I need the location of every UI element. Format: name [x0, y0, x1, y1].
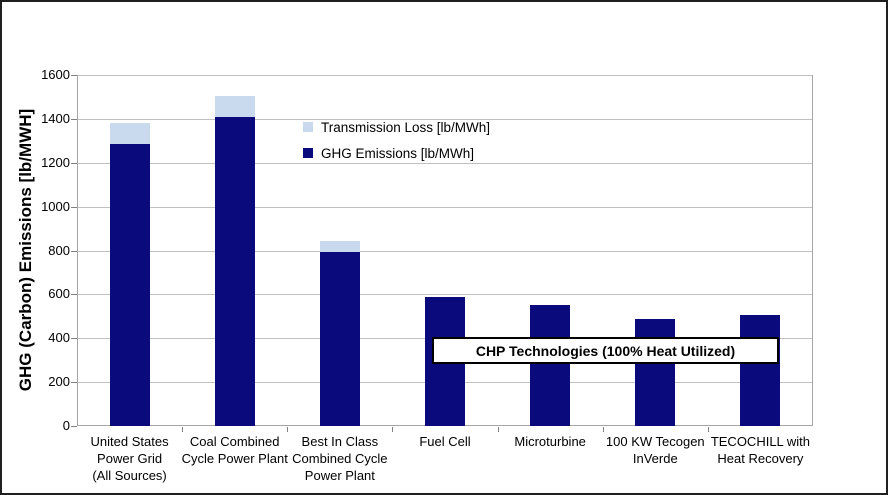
gridline	[78, 294, 812, 296]
gridline	[78, 75, 812, 76]
bar-segment-ghg	[740, 315, 781, 426]
y-tick-label: 1000	[41, 198, 70, 214]
y-axis-tick	[71, 75, 77, 76]
bar-segment-ghg	[530, 305, 571, 426]
y-tick-label: 800	[48, 242, 70, 258]
legend-swatch	[303, 148, 313, 158]
y-axis-tick	[71, 250, 77, 252]
y-tick-label: 600	[48, 286, 70, 302]
x-category-label: TECOCHILL with Heat Recovery	[710, 434, 811, 466]
legend-label: Transmission Loss [lb/MWh]	[321, 119, 491, 135]
y-tick-label: 1400	[41, 110, 70, 126]
x-category-label: Fuel Cell	[419, 434, 471, 449]
bar-segment-transmission	[319, 240, 360, 252]
bar-segment-ghg	[319, 251, 360, 426]
y-axis-tick	[71, 162, 77, 164]
gridline	[78, 118, 812, 120]
y-tick-label: 0	[62, 418, 70, 433]
x-axis-tick	[497, 427, 499, 432]
x-category-label: Microturbine	[514, 434, 586, 449]
y-tick-label: 1600	[41, 67, 70, 82]
y-tick-label: 200	[48, 374, 70, 390]
x-axis-tick	[287, 427, 289, 432]
legend-item: Transmission Loss [lb/MWh]	[303, 114, 490, 140]
legend-label: GHG Emissions [lb/MWh]	[321, 145, 475, 161]
y-tick-label: 1200	[41, 154, 70, 170]
legend-swatch	[303, 122, 313, 132]
y-axis-tick	[71, 338, 77, 340]
bar-segment-transmission	[109, 123, 150, 145]
x-category-label: 100 KW Tecogen InVerde	[605, 434, 705, 466]
gridline	[78, 206, 812, 208]
y-axis-tick	[71, 426, 77, 427]
x-category-label: United States Power Grid (All Sources)	[90, 434, 169, 483]
x-axis-tick	[182, 427, 184, 432]
x-axis-tick	[707, 427, 709, 432]
chp-annotation-box: CHP Technologies (100% Heat Utilized)	[432, 337, 779, 364]
legend-item: GHG Emissions [lb/MWh]	[303, 140, 490, 166]
y-axis-tick	[71, 382, 77, 384]
bar-segment-ghg	[214, 116, 255, 426]
x-axis-tick	[602, 427, 604, 432]
bar-segment-ghg	[109, 144, 150, 426]
gridline	[78, 162, 812, 164]
y-axis-tick	[71, 118, 77, 120]
gridline	[78, 250, 812, 252]
y-tick-label: 400	[48, 330, 70, 346]
bar-segment-ghg	[635, 318, 676, 426]
x-category-label: Best In Class Combined Cycle Power Plant	[292, 434, 388, 483]
bar-segment-transmission	[214, 95, 255, 117]
legend: Transmission Loss [lb/MWh] GHG Emissions …	[303, 114, 490, 166]
y-axis-tick	[71, 206, 77, 208]
chp-annotation-text: CHP Technologies (100% Heat Utilized)	[475, 342, 736, 359]
x-axis-tick	[392, 427, 394, 432]
y-axis-tick	[71, 294, 77, 296]
x-category-label: Coal Combined Cycle Power Plant	[181, 434, 288, 466]
